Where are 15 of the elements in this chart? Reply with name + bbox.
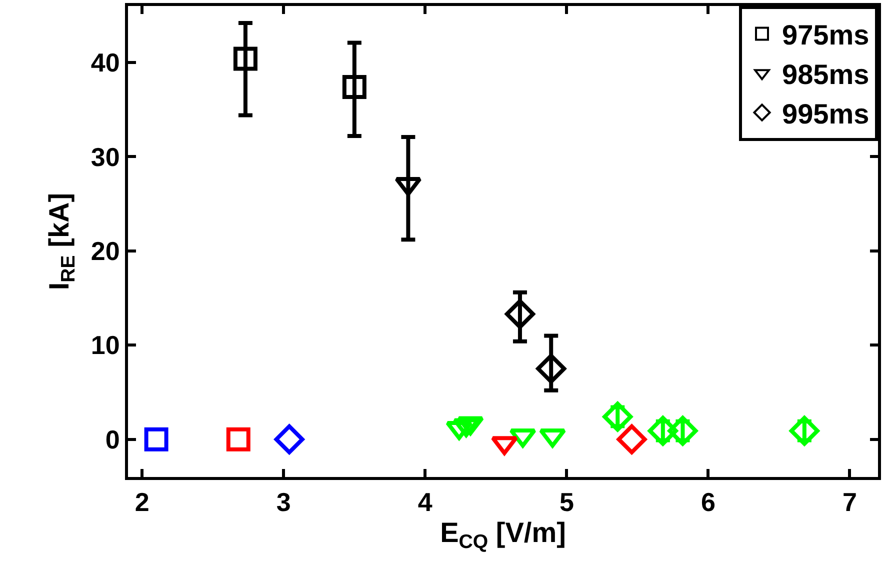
y-tick-label: 30 xyxy=(90,142,120,172)
x-tick-label: 3 xyxy=(276,487,291,518)
y-tick-label: 10 xyxy=(90,330,120,360)
y-tick-label: 0 xyxy=(105,424,120,454)
legend-label: 975ms xyxy=(782,20,870,51)
x-tick-label: 6 xyxy=(700,487,716,518)
y-tick-label: 40 xyxy=(90,48,120,78)
x-tick-label: 4 xyxy=(418,487,433,518)
x-tick-label: 7 xyxy=(842,487,857,518)
legend-label: 995ms xyxy=(782,98,870,130)
x-tick-label: 2 xyxy=(134,487,150,518)
x-tick-label: 5 xyxy=(559,487,574,518)
x-axis-title: E$_{CQ}$ [V/m] xyxy=(440,517,566,554)
y-tick-label: 20 xyxy=(90,236,120,266)
legend-label: 985ms xyxy=(782,59,870,90)
